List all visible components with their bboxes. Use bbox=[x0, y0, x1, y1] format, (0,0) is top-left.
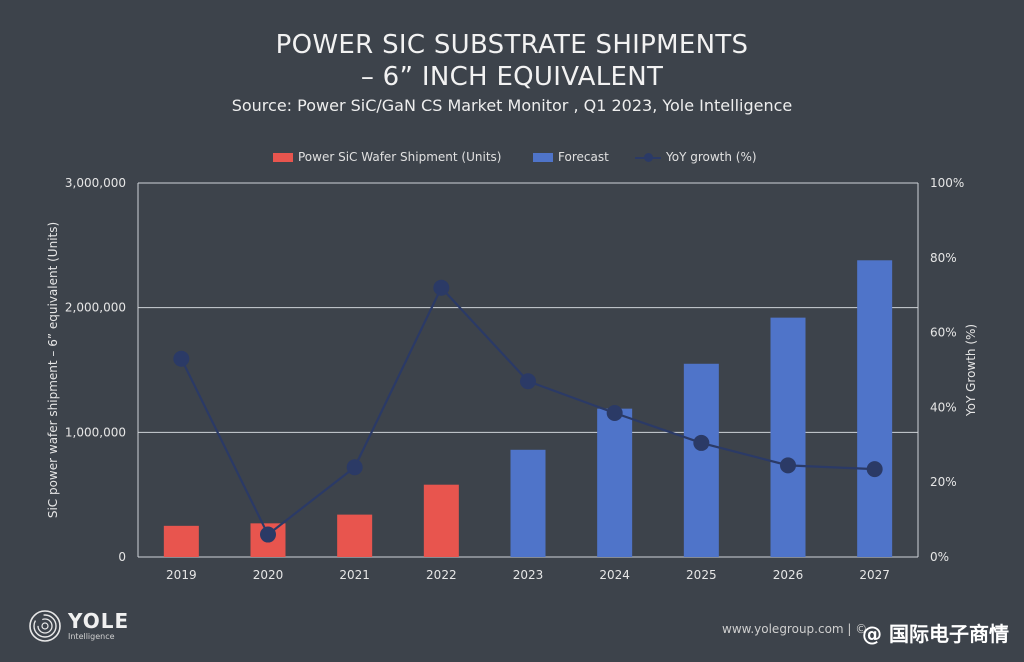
yoy-growth-point bbox=[866, 461, 883, 478]
x-tick-label: 2027 bbox=[859, 568, 890, 582]
x-tick-label: 2025 bbox=[686, 568, 717, 582]
y2-tick-label: 60% bbox=[930, 326, 957, 340]
y2-axis-title: YoY Growth (%) bbox=[964, 324, 978, 417]
y-tick-label: 2,000,000 bbox=[65, 301, 126, 315]
x-tick-label: 2019 bbox=[166, 568, 197, 582]
bar-actual bbox=[337, 514, 373, 557]
x-tick-label: 2021 bbox=[339, 568, 370, 582]
bar-forecast bbox=[857, 260, 893, 557]
y-tick-label: 0 bbox=[118, 550, 126, 564]
bar-actual bbox=[423, 484, 459, 557]
y2-tick-label: 100% bbox=[930, 176, 964, 190]
yoy-growth-point bbox=[346, 459, 363, 476]
bar-actual bbox=[163, 525, 199, 557]
bar-forecast bbox=[683, 363, 719, 557]
x-tick-label: 2020 bbox=[253, 568, 284, 582]
x-tick-label: 2026 bbox=[773, 568, 804, 582]
x-tick-label: 2022 bbox=[426, 568, 457, 582]
logo-subtext: Intelligence bbox=[68, 632, 115, 641]
source-watermark: @ 国际电子商情 bbox=[862, 622, 1009, 646]
yole-logo: YOLE Intelligence bbox=[28, 609, 129, 643]
chart-legend: Power SiC Wafer Shipment (Units) Forecas… bbox=[0, 150, 1024, 166]
bar-forecast bbox=[770, 317, 806, 557]
legend-item-growth: YoY growth (%) bbox=[635, 150, 757, 164]
yoy-growth-point bbox=[780, 457, 796, 474]
legend-swatch-growth bbox=[635, 152, 661, 162]
y2-tick-label: 80% bbox=[930, 251, 957, 265]
yoy-growth-point bbox=[260, 526, 276, 543]
bar-forecast bbox=[597, 408, 633, 557]
y-tick-label: 1,000,000 bbox=[65, 425, 126, 439]
y2-tick-label: 0% bbox=[930, 550, 949, 564]
chart-title-line-2: – 6” INCH EQUIVALENT bbox=[360, 62, 664, 92]
logo-wordmark: YOLE bbox=[68, 609, 130, 633]
x-tick-label: 2024 bbox=[599, 568, 630, 582]
legend-swatch-forecast bbox=[533, 152, 553, 162]
chart-title-line-1: POWER SIC SUBSTRATE SHIPMENTS bbox=[275, 30, 749, 60]
x-tick-label: 2023 bbox=[513, 568, 544, 582]
legend-swatch-actual bbox=[273, 152, 293, 162]
legend-label-actual: Power SiC Wafer Shipment (Units) bbox=[298, 150, 502, 164]
legend-label-growth: YoY growth (%) bbox=[666, 150, 757, 164]
y2-tick-label: 20% bbox=[930, 475, 957, 489]
y2-tick-label: 40% bbox=[930, 400, 957, 414]
footer-website[interactable]: www.yolegroup.com | © bbox=[722, 622, 868, 636]
yoy-growth-point bbox=[693, 434, 710, 451]
legend-item-actual: Power SiC Wafer Shipment (Units) bbox=[273, 150, 501, 164]
yoy-growth-point bbox=[173, 350, 190, 367]
legend-item-forecast: Forecast bbox=[533, 150, 609, 164]
bar-forecast bbox=[510, 449, 546, 557]
y-tick-label: 3,000,000 bbox=[65, 176, 126, 190]
yoy-growth-point bbox=[520, 373, 536, 390]
yoy-growth-point bbox=[606, 405, 623, 422]
yole-logo-icon bbox=[29, 610, 61, 642]
yoy-growth-point bbox=[433, 279, 450, 296]
legend-label-forecast: Forecast bbox=[558, 150, 609, 164]
chart-subtitle: Source: Power SiC/GaN CS Market Monitor … bbox=[231, 96, 793, 115]
y-axis-title: SiC power wafer shipment – 6” equivalent… bbox=[46, 222, 60, 518]
